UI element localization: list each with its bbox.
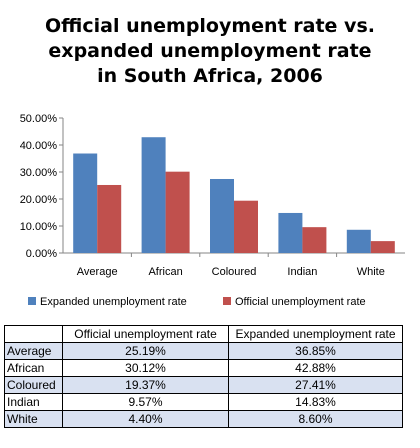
table-header-corner	[4, 325, 63, 343]
table-cell-expanded: 8.60%	[228, 410, 403, 428]
legend-label-official: Official unemployment rate	[235, 296, 366, 308]
table-row-label: White	[4, 410, 63, 428]
table-header-official: Official unemployment rate	[62, 325, 229, 343]
table-cell-official: 25.19%	[62, 342, 229, 360]
y-tick-label: 40.00%	[20, 140, 58, 152]
x-tick-label: White	[357, 266, 385, 278]
table-row: African 30.12% 42.88%	[4, 359, 403, 377]
bar-official	[165, 171, 190, 253]
y-tick-label: 30.00%	[20, 167, 58, 179]
y-tick-label: 20.00%	[20, 194, 58, 206]
bar-official	[234, 200, 258, 253]
table-row: Average 25.19% 36.85%	[4, 342, 403, 360]
bar-chart: 0.00% 10.00% 20.00% 30.00% 40.00% 50.00% Avera…	[20, 113, 405, 278]
table-row: Indian 9.57% 14.83%	[4, 393, 403, 411]
table-cell-expanded: 14.83%	[228, 393, 403, 411]
table-row: White 4.40% 8.60%	[4, 410, 403, 428]
x-tick-label: Coloured	[212, 266, 257, 278]
table-row-label: Indian	[4, 393, 63, 411]
y-tick-label: 10.00%	[20, 221, 58, 233]
table-cell-official: 19.37%	[62, 376, 229, 394]
x-tick-label: Indian	[287, 266, 317, 278]
table-row-label: Coloured	[4, 376, 63, 394]
chart-title-line-2: expanded unemployment rate	[48, 40, 372, 62]
table-cell-official: 9.57%	[62, 393, 229, 411]
table-row-label: African	[4, 359, 63, 377]
y-tick-label: 50.00%	[20, 113, 58, 125]
bar-expanded	[346, 229, 371, 253]
table-cell-official: 30.12%	[62, 359, 229, 377]
chart-title-line-3: in South Africa, 2006	[97, 65, 323, 87]
bar-expanded	[73, 153, 98, 253]
bar-official	[97, 184, 122, 253]
chart-title: Official unemployment rate vs. expanded …	[0, 14, 420, 89]
bar-expanded	[141, 137, 166, 253]
table-header-expanded: Expanded unemployment rate	[228, 325, 403, 343]
bar-official	[302, 227, 327, 253]
legend-swatch-expanded	[28, 297, 36, 305]
table-cell-expanded: 27.41%	[228, 376, 403, 394]
bar-expanded	[210, 178, 234, 253]
y-tick-label: 0.00%	[26, 248, 57, 260]
legend-item-expanded: Expanded unemployment rate	[28, 296, 187, 308]
chart-legend: Expanded unemployment rate Official unem…	[0, 296, 420, 314]
table-cell-expanded: 42.88%	[228, 359, 403, 377]
table-row: Coloured 19.37% 27.41%	[4, 376, 403, 394]
table-row-label: Average	[4, 342, 63, 360]
x-tick-label: African	[148, 266, 182, 278]
legend-swatch-official	[223, 297, 231, 305]
chart-title-line-1: Official unemployment rate vs.	[45, 15, 375, 37]
x-tick-label: Average	[77, 266, 118, 278]
bar-official	[370, 241, 395, 253]
table-cell-official: 4.40%	[62, 410, 229, 428]
bar-expanded	[278, 212, 303, 253]
legend-item-official: Official unemployment rate	[223, 296, 366, 308]
table-header-row: Official unemployment rate Expanded unem…	[4, 325, 403, 343]
data-table: Official unemployment rate Expanded unem…	[4, 325, 403, 428]
legend-label-expanded: Expanded unemployment rate	[40, 296, 187, 308]
table-cell-expanded: 36.85%	[228, 342, 403, 360]
